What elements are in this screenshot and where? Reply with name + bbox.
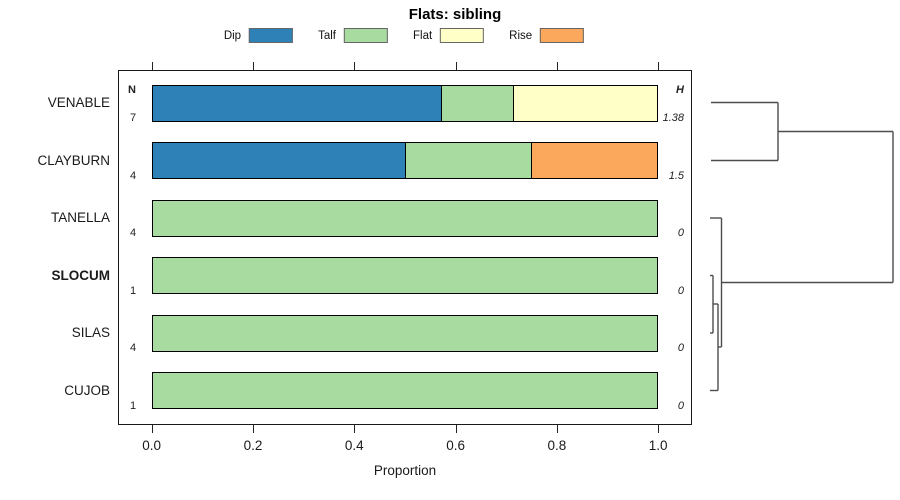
legend-label: Dip — [223, 29, 242, 42]
n-value: 1 — [130, 399, 137, 412]
row-label: VENABLE — [47, 95, 110, 110]
x-tick-label: 1.0 — [648, 438, 668, 453]
stacked-bar — [151, 314, 659, 352]
legend-item: Dip — [223, 28, 294, 43]
bar-segment-flat — [512, 85, 658, 121]
h-value: 0 — [677, 399, 684, 412]
stacked-bar — [151, 199, 659, 237]
x-tick-bottom — [556, 425, 559, 433]
legend-item: Flat — [412, 28, 485, 43]
legend-swatch-talf-icon — [343, 28, 388, 43]
bar-segment-talf — [152, 315, 658, 351]
x-axis-title: Proportion — [373, 463, 437, 478]
legend-label: Rise — [509, 29, 533, 42]
x-tick-top — [354, 62, 356, 70]
x-tick-label: 0.2 — [243, 438, 263, 453]
legend-label: Flat — [412, 29, 433, 42]
x-tick-bottom — [151, 425, 153, 433]
h-value: 0 — [677, 284, 684, 297]
legend-item: Talf — [318, 28, 388, 43]
x-tick-label: 0.0 — [142, 438, 162, 453]
n-value: 4 — [130, 342, 137, 354]
row-label: TANELLA — [50, 210, 110, 225]
bar-segment-talf — [440, 85, 513, 121]
n-column-header: N — [128, 84, 136, 96]
row-label: CUJOB — [64, 382, 110, 398]
x-tick-bottom — [354, 425, 356, 433]
legend-item: Rise — [509, 28, 585, 43]
bar-segment-talf — [404, 143, 532, 178]
stacked-bar — [151, 142, 659, 179]
stacked-bar — [151, 372, 659, 409]
row-label: SLOCUM — [51, 267, 111, 283]
bar-segment-dip — [152, 143, 405, 178]
n-value: 7 — [130, 112, 137, 124]
row-label: SILAS — [71, 325, 110, 340]
row-label: CLAYBURN — [37, 152, 110, 168]
n-value: 1 — [130, 284, 137, 297]
h-value: 1.5 — [668, 169, 684, 182]
legend-swatch-dip-icon — [249, 28, 294, 43]
x-tick-bottom — [455, 425, 457, 433]
x-tick-label: 0.8 — [547, 438, 567, 453]
x-tick-top — [253, 62, 255, 70]
legend-swatch-rise-icon — [540, 28, 585, 43]
legend-swatch-flat-icon — [440, 28, 485, 43]
plot-area — [118, 70, 692, 425]
bar-segment-dip — [152, 85, 441, 121]
chart-title: Flats: sibling — [408, 6, 502, 23]
stacked-bar — [151, 257, 659, 294]
n-value: 4 — [130, 169, 137, 182]
bar-segment-talf — [152, 373, 658, 408]
h-value: 1.38 — [662, 112, 684, 124]
x-tick-bottom — [658, 425, 660, 433]
bar-segment-talf — [152, 258, 658, 293]
h-value: 0 — [677, 342, 684, 354]
x-tick-top — [658, 62, 660, 70]
x-tick-top — [455, 62, 457, 70]
bar-segment-talf — [152, 200, 658, 236]
n-value: 4 — [130, 227, 137, 239]
legend-label: Talf — [318, 29, 336, 42]
legend: Dip Talf Flat Rise — [223, 28, 585, 43]
x-tick-top — [556, 62, 559, 70]
stacked-bar — [151, 84, 659, 122]
x-tick-top — [151, 62, 153, 70]
x-tick-bottom — [253, 425, 255, 433]
h-column-header: H — [676, 84, 684, 96]
bar-segment-rise — [531, 143, 658, 178]
x-tick-label: 0.6 — [446, 438, 465, 453]
x-tick-label: 0.4 — [344, 438, 364, 453]
h-value: 0 — [677, 227, 684, 239]
